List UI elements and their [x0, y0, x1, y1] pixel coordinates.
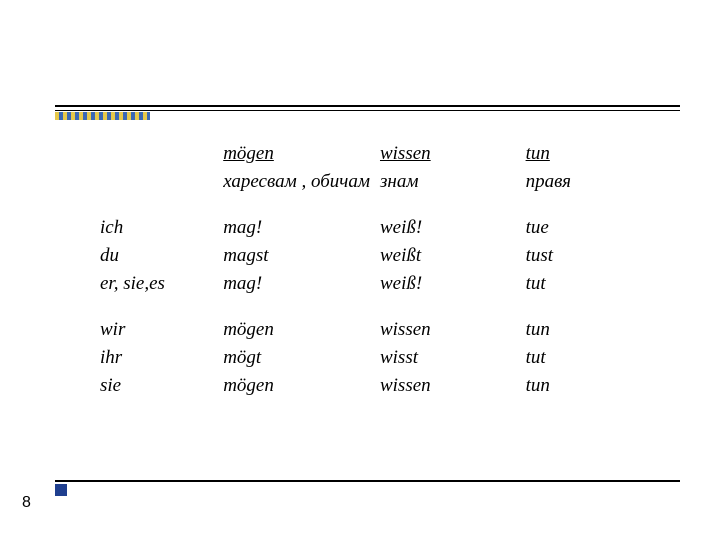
infinitive-wissen: wissen: [380, 143, 431, 164]
table-row: ich mag! weiß! tue: [100, 214, 660, 242]
translation-moegen: харесвам , обичам: [223, 171, 370, 192]
translation-wissen: знам: [380, 171, 418, 192]
table-row: wir mögen wissen tun: [100, 316, 660, 344]
cell: wissen: [380, 375, 431, 396]
table-row: er, sie,es mag! weiß! tut: [100, 270, 660, 298]
table-row: sie mögen wissen tun: [100, 372, 660, 400]
infinitive-moegen: mögen: [223, 143, 274, 164]
table-row: du magst weißt tust: [100, 242, 660, 270]
cell: weißt: [380, 245, 421, 266]
translation-row: харесвам , обичам знам правя: [100, 168, 660, 196]
cell: tut: [526, 273, 546, 294]
cell: mag!: [223, 273, 262, 294]
conjugation-table: mögen wissen tun харесвам , обичам знам …: [100, 140, 660, 400]
pronoun: ich: [100, 217, 123, 238]
accent-square: [55, 484, 67, 496]
cell: weiß!: [380, 273, 422, 294]
infinitive-row: mögen wissen tun: [100, 140, 660, 168]
top-rule-light: [55, 110, 680, 111]
cell: wissen: [380, 319, 431, 340]
content-area: mögen wissen tun харесвам , обичам знам …: [100, 140, 660, 400]
cell: mag!: [223, 217, 262, 238]
pronoun: sie: [100, 375, 121, 396]
cell: magst: [223, 245, 268, 266]
cell: weiß!: [380, 217, 422, 238]
top-rule-heavy: [55, 105, 680, 107]
infinitive-tun: tun: [526, 143, 550, 164]
cell: tust: [526, 245, 553, 266]
page-number: 8: [22, 494, 31, 512]
cell: tue: [526, 217, 549, 238]
table-row: ihr mögt wisst tut: [100, 344, 660, 372]
cell: wisst: [380, 347, 418, 368]
pronoun: du: [100, 245, 119, 266]
cell: tun: [526, 319, 550, 340]
pronoun: er, sie,es: [100, 273, 165, 294]
cell: mögen: [223, 319, 274, 340]
cell: tut: [526, 347, 546, 368]
translation-tun: правя: [526, 171, 571, 192]
cell: tun: [526, 375, 550, 396]
header-hatch: [55, 112, 150, 120]
bottom-rule: [55, 480, 680, 482]
pronoun: wir: [100, 319, 125, 340]
cell: mögt: [223, 347, 261, 368]
pronoun: ihr: [100, 347, 122, 368]
cell: mögen: [223, 375, 274, 396]
